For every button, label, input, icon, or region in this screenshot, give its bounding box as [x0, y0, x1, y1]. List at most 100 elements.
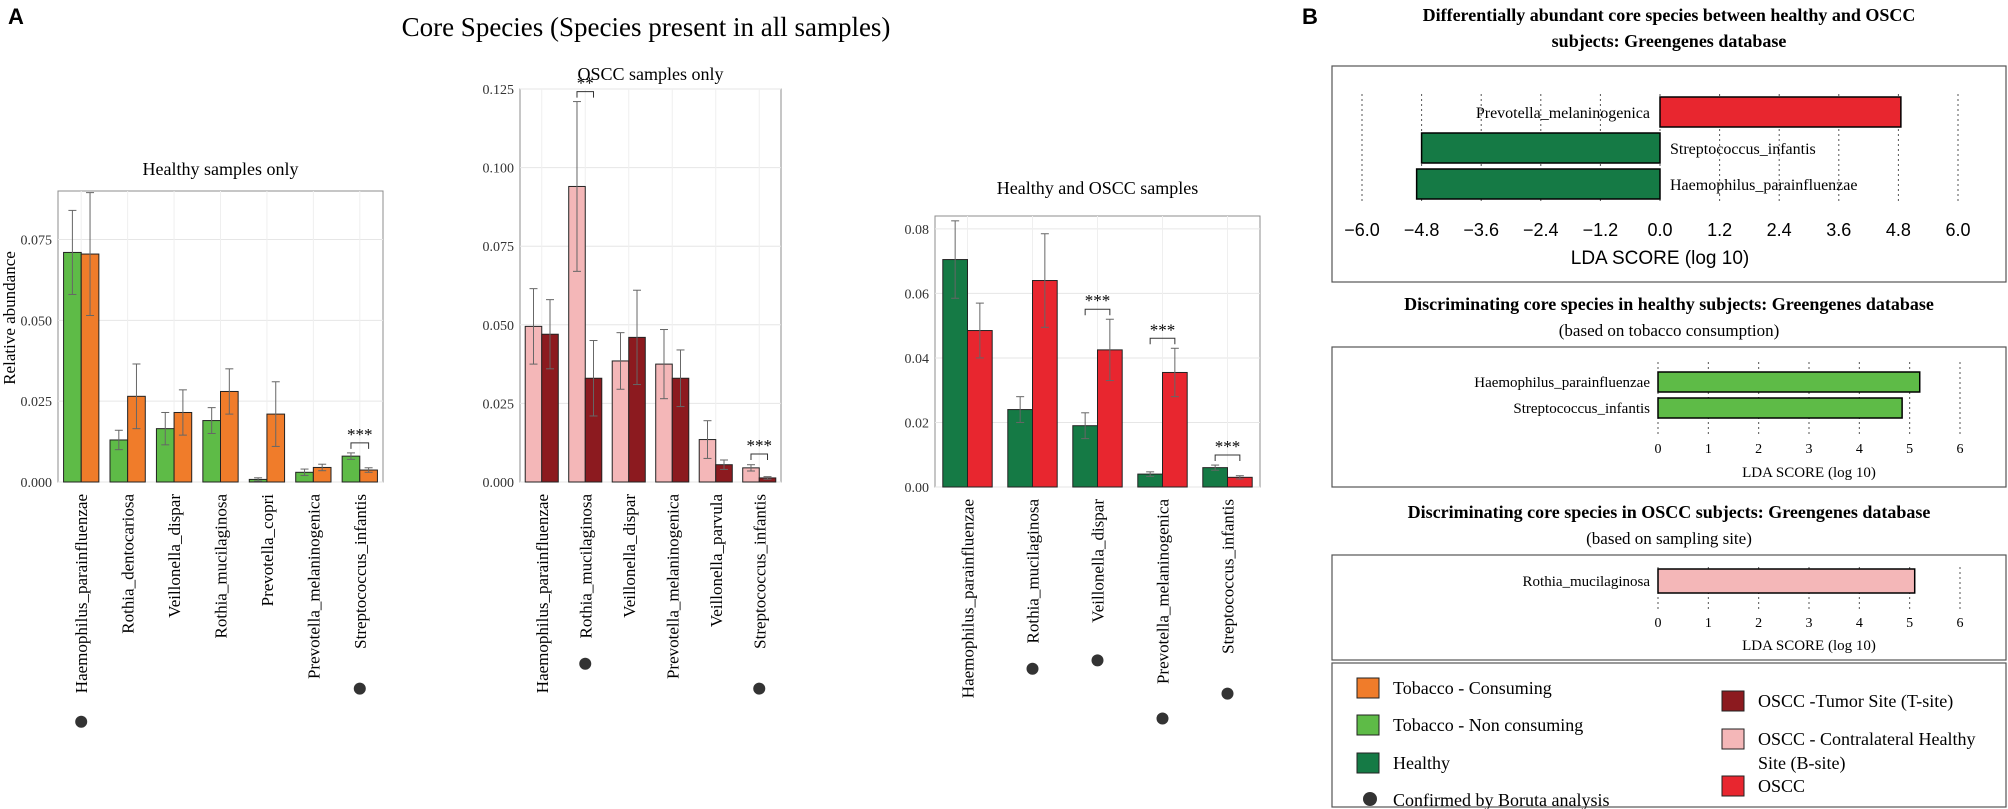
legend-swatch	[1721, 690, 1745, 712]
x-tick-label: 0.0	[1647, 220, 1672, 240]
x-tick-label: 6	[1957, 442, 1964, 457]
y-tick-label: 0.075	[483, 240, 515, 255]
legend-label: Confirmed by Boruta analysis	[1393, 790, 1609, 809]
x-tick-label: 4.8	[1886, 220, 1911, 240]
y-tick-label: 0.06	[905, 287, 930, 302]
y-tick-label: 0.025	[483, 397, 515, 412]
lda-chart-healthy-tobacco: Discriminating core species in healthy s…	[1331, 294, 2007, 488]
x-tick-label: 5	[1906, 616, 1913, 631]
x-tick-label: 5	[1906, 442, 1913, 457]
bar	[341, 455, 361, 483]
y-tick-label: 0.025	[21, 395, 53, 410]
lda-bar-label: Streptococcus_infantis	[1513, 401, 1650, 417]
boruta-dot	[1091, 654, 1104, 667]
significance-label: **	[577, 74, 594, 93]
lda-chart-healthy-vs-oscc: Differentially abundant core species bet…	[1331, 5, 2007, 283]
legend-label: OSCC -Tumor Site (T-site)	[1758, 691, 1953, 712]
category-label: Rothia_mucilaginosa	[576, 494, 595, 639]
legend-swatch-dot	[1363, 792, 1377, 806]
legend-label-line2: Site (B-site)	[1758, 753, 1846, 774]
x-tick-label: 2	[1755, 442, 1762, 457]
x-tick-label: −2.4	[1523, 220, 1559, 240]
chart-healthy-samples: Healthy samples only 0.000 0.025 0.050 0.075…	[21, 159, 384, 728]
lda-bar-label: Streptococcus_infantis	[1670, 141, 1816, 158]
category-label: Rothia_dentocariosa	[119, 494, 138, 634]
lda-title-line2: subjects: Greengenes database	[1552, 31, 1787, 51]
category-label: Haemophilus_parainfluenzae	[72, 494, 91, 693]
legend-label: Healthy	[1393, 753, 1450, 773]
y-tick-label: 0.050	[483, 319, 515, 334]
y-tick-label: 0.050	[21, 314, 53, 329]
significance-label: ***	[347, 425, 373, 444]
category-label: Prevotella_melaninogenica	[304, 494, 323, 679]
category-label: Prevotella_copri	[258, 494, 277, 607]
boruta-dot	[1026, 662, 1039, 675]
y-tick-label: 0.100	[483, 162, 515, 177]
panel-label-b: B	[1302, 4, 1318, 29]
significance-bracket	[750, 453, 769, 460]
lda-title-line1: Differentially abundant core species bet…	[1423, 5, 1916, 25]
lda-bar	[1420, 132, 1661, 164]
lda-subtitle: (based on tobacco consumption)	[1559, 321, 1779, 340]
boruta-dot	[579, 657, 592, 670]
boruta-dot	[353, 682, 366, 695]
category-label: Haemophilus_parainfluenzae	[533, 494, 552, 693]
category-label: Prevotella_melaninogenica	[1154, 499, 1173, 684]
x-tick-label: −4.8	[1404, 220, 1440, 240]
x-tick-label: 4	[1856, 442, 1863, 457]
legend-label: OSCC - Contralateral Healthy	[1758, 729, 1975, 749]
x-tick-label: 6.0	[1945, 220, 1970, 240]
significance-bracket	[576, 91, 595, 98]
x-tick-label: 2	[1755, 616, 1762, 631]
category-label: Streptococcus_infantis	[1219, 499, 1238, 654]
lda-title: Discriminating core species in OSCC subj…	[1408, 502, 1931, 522]
significance-bracket	[1214, 454, 1241, 462]
category-label: Haemophilus_parainfluenzae	[959, 499, 978, 698]
boruta-dot	[753, 682, 766, 695]
lda-bar	[1415, 168, 1661, 200]
lda-bar-label: Haemophilus_parainfluenzae	[1670, 177, 1857, 194]
legend-label: Tobacco - Consuming	[1393, 678, 1552, 698]
x-tick-label: 1.2	[1707, 220, 1732, 240]
y-tick-label: 0.08	[905, 223, 930, 238]
category-label: Streptococcus_infantis	[351, 494, 370, 649]
category-label: Rothia_mucilaginosa	[1024, 499, 1043, 644]
significance-bracket	[350, 442, 370, 449]
lda-bar	[1657, 397, 1903, 419]
x-axis-label: LDA SCORE (log 10)	[1742, 465, 1876, 481]
legend-frame	[1331, 662, 2007, 808]
significance-label: ***	[1085, 291, 1111, 310]
y-tick-label: 0.04	[905, 352, 930, 367]
lda-bar	[1657, 371, 1921, 393]
lda-bar	[1657, 568, 1916, 594]
x-tick-label: 1	[1705, 616, 1712, 631]
x-tick-label: 3.6	[1826, 220, 1851, 240]
y-tick-label: 0.02	[905, 416, 930, 431]
y-tick-label: 0.00	[905, 481, 930, 496]
y-tick-label: 0.000	[21, 476, 53, 491]
category-label: Prevotella_melaninogenica	[663, 494, 682, 679]
significance-bracket	[1149, 337, 1176, 345]
x-tick-label: 1	[1705, 442, 1712, 457]
category-label: Veillonella_parvula	[707, 494, 726, 628]
plot-frame	[519, 88, 782, 483]
legend: Tobacco - Consuming Tobacco - Non consumi…	[1331, 662, 2007, 809]
x-tick-label: 3	[1806, 616, 1813, 631]
legend-swatch	[1356, 752, 1380, 774]
x-tick-label: 2.4	[1767, 220, 1792, 240]
significance-bracket	[1084, 308, 1111, 316]
legend-swatch	[1721, 775, 1745, 797]
significance-label: ***	[747, 436, 773, 455]
chart-title: Healthy and OSCC samples	[997, 178, 1198, 198]
boruta-dot	[75, 715, 88, 728]
x-tick-label: 4	[1856, 616, 1863, 631]
legend-swatch	[1721, 728, 1745, 750]
legend-swatch	[1356, 714, 1380, 736]
significance-label: ***	[1150, 320, 1176, 339]
panel-label-a: A	[8, 4, 24, 29]
lda-bar	[1659, 96, 1902, 128]
lda-bar-label: Rothia_mucilaginosa	[1523, 574, 1651, 590]
x-axis-label: LDA SCORE (log 10)	[1742, 638, 1876, 654]
x-tick-label: 3	[1806, 442, 1813, 457]
